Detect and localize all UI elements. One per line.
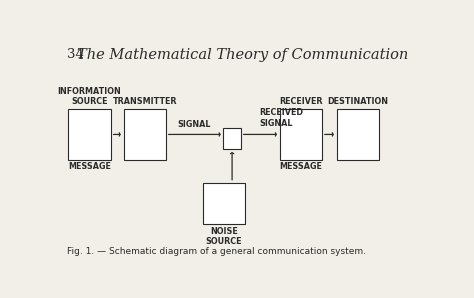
Bar <box>223 128 241 149</box>
Text: DESTINATION: DESTINATION <box>327 97 388 106</box>
Bar <box>202 183 245 224</box>
Text: SIGNAL: SIGNAL <box>178 120 211 129</box>
Text: TRANSMITTER: TRANSMITTER <box>112 97 177 106</box>
Bar <box>68 109 111 160</box>
Text: Fig. 1. — Schematic diagram of a general communication system.: Fig. 1. — Schematic diagram of a general… <box>67 247 366 256</box>
Bar <box>280 109 322 160</box>
Bar <box>124 109 166 160</box>
Text: MESSAGE: MESSAGE <box>68 162 111 171</box>
Bar <box>337 109 379 160</box>
Text: RECEIVER: RECEIVER <box>279 97 322 106</box>
Text: RECEIVED
SIGNAL: RECEIVED SIGNAL <box>259 108 303 128</box>
Text: 34: 34 <box>67 48 84 61</box>
Text: INFORMATION
SOURCE: INFORMATION SOURCE <box>58 87 121 106</box>
Text: The Mathematical Theory of Communication: The Mathematical Theory of Communication <box>77 48 409 62</box>
Text: MESSAGE: MESSAGE <box>279 162 322 171</box>
Text: NOISE
SOURCE: NOISE SOURCE <box>205 227 242 246</box>
